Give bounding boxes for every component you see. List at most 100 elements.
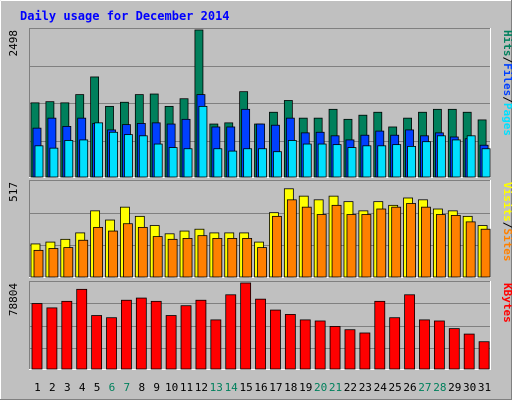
day-label: 19 <box>299 381 312 394</box>
day-label: 16 <box>254 381 267 394</box>
legend-pages: Pages <box>501 103 512 136</box>
day-label: 29 <box>448 381 461 394</box>
pages-bar <box>422 141 431 178</box>
kbytes-bar <box>329 326 341 370</box>
pages-bar <box>109 131 118 178</box>
pages-bar <box>213 148 223 178</box>
pages-bar <box>407 145 416 178</box>
sites-bar <box>63 247 74 278</box>
kbytes-bar <box>299 319 311 370</box>
kbytes-bar <box>359 332 371 370</box>
pages-bar <box>436 135 446 178</box>
sites-bar <box>227 238 238 278</box>
sites-visits-panel: 517 Visits/Sites <box>7 180 512 278</box>
kbytes-bar <box>121 299 132 370</box>
sites-bar <box>435 214 446 278</box>
kbytes-bar <box>284 314 296 370</box>
day-label: 20 <box>314 381 327 394</box>
sites-bar <box>361 214 372 278</box>
sites-bar <box>137 226 148 278</box>
hits-files-pages-legend: Hits/Files/Pages <box>501 30 512 136</box>
sites-bar <box>93 226 104 278</box>
sites-bar <box>242 238 253 278</box>
sites-bar <box>33 249 44 278</box>
day-label: 8 <box>138 381 145 394</box>
sites-bar <box>212 238 223 278</box>
sites-bar <box>108 230 118 278</box>
sites-bar <box>316 214 327 278</box>
day-label: 13 <box>210 381 223 394</box>
sites-visits-legend: Visits/Sites <box>501 182 512 262</box>
chart-title: Daily usage for December 2014 <box>20 9 230 23</box>
sites-bar <box>182 238 193 278</box>
sites-bar <box>48 248 59 278</box>
pages-bar <box>124 134 133 178</box>
pages-bar <box>347 147 357 178</box>
day-label: 11 <box>180 381 193 394</box>
pages-bar <box>168 147 178 178</box>
pages-bar <box>392 144 402 178</box>
kbytes-bar <box>463 333 475 370</box>
kbytes-bar <box>314 320 326 370</box>
legend-slash: / <box>501 57 512 64</box>
pages-bar <box>258 148 267 178</box>
pages-bar <box>317 143 327 178</box>
pages-bar <box>79 139 89 178</box>
kbytes-bar <box>270 309 281 370</box>
pages-bar <box>362 145 372 178</box>
hits-files-pages-panel: 2498 Hits/Files/Pages <box>7 28 512 178</box>
day-label: 28 <box>433 381 446 394</box>
pages-bar <box>332 144 342 178</box>
day-label: 7 <box>124 381 131 394</box>
pages-bar <box>153 143 163 178</box>
kbytes-panel: 78804 KBytes <box>7 281 512 370</box>
pages-bar <box>377 145 387 178</box>
sites-bar <box>406 203 416 278</box>
day-label: 17 <box>269 381 282 394</box>
kbytes-bar <box>91 315 103 370</box>
day-label: 21 <box>329 381 342 394</box>
day-label: 4 <box>79 381 86 394</box>
sites-bar <box>167 238 178 278</box>
legend-sites: Sites <box>501 228 512 261</box>
kbytes-legend: KBytes <box>501 283 512 323</box>
sites-visits-max-label: 517 <box>7 182 20 202</box>
day-label: 9 <box>153 381 160 394</box>
kbytes-bar <box>255 298 266 370</box>
pages-bar <box>451 139 461 178</box>
legend-slash: / <box>501 96 512 103</box>
kbytes-bar <box>344 329 356 370</box>
pages-bar <box>49 147 59 178</box>
kbytes-bar <box>389 317 401 370</box>
legend-slash: / <box>501 222 512 229</box>
pages-bar <box>138 135 148 178</box>
sites-bar <box>257 247 267 278</box>
legend-hits: Hits <box>501 30 512 57</box>
day-label: 12 <box>195 381 208 394</box>
kbytes-bar <box>61 300 73 370</box>
pages-bar <box>228 150 238 178</box>
legend-visits: Visits <box>501 182 512 222</box>
sites-bar <box>465 221 476 278</box>
day-label: 30 <box>463 381 476 394</box>
kbytes-bar <box>225 294 237 370</box>
kbytes-bar <box>150 300 162 370</box>
day-label: 1 <box>34 381 41 394</box>
hits-files-pages-max-label: 2498 <box>7 30 20 57</box>
pages-bar <box>273 151 282 178</box>
day-label: 10 <box>165 381 178 394</box>
sites-bar <box>286 199 297 278</box>
day-label: 14 <box>225 381 239 394</box>
day-label: 23 <box>359 381 372 394</box>
sites-bar <box>152 236 163 278</box>
kbytes-bar <box>180 305 192 370</box>
day-label: 22 <box>344 381 357 394</box>
sites-bar <box>123 223 133 278</box>
day-label: 2 <box>49 381 56 394</box>
pages-bar <box>466 135 476 178</box>
kbytes-bar <box>240 282 252 370</box>
pages-bar <box>243 148 253 178</box>
legend-kbytes: KBytes <box>501 283 512 323</box>
